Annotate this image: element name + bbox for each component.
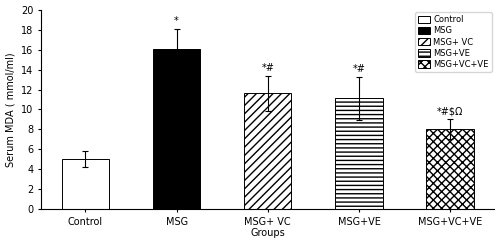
Legend: Control, MSG, MSG+ VC, MSG+VE, MSG+VC+VE: Control, MSG, MSG+ VC, MSG+VE, MSG+VC+VE [415,12,492,72]
Y-axis label: Serum MDA ( mmol/ml): Serum MDA ( mmol/ml) [6,52,16,167]
X-axis label: Groups: Groups [250,228,285,238]
Text: *#: *# [352,64,366,74]
Bar [244,93,292,209]
Bar [426,130,474,209]
Text: *#: *# [262,63,274,73]
Bar [153,49,200,209]
Bar [62,159,109,209]
Text: *: * [174,16,179,26]
Bar [336,99,382,209]
Text: *#$Ω: *#$Ω [437,107,464,117]
